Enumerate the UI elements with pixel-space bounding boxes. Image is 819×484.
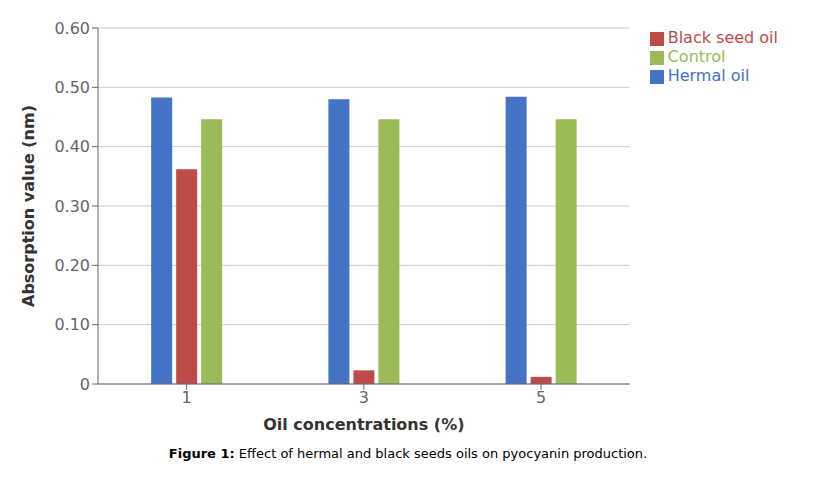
svg-text:3: 3 — [359, 388, 369, 407]
html-text:Hermal oil: Hermal oil — [667, 66, 750, 85]
svg-text:0: 0 — [80, 375, 90, 394]
svg-text:Absorption value (nm): Absorption value (nm) — [19, 105, 38, 307]
svg-text:Oil concentrations (%): Oil concentrations (%) — [263, 415, 464, 434]
svg-text:0.60: 0.60 — [54, 19, 90, 38]
html-text:Black seed oil: Black seed oil — [667, 28, 778, 47]
svg-text:0.40: 0.40 — [54, 137, 90, 156]
svg-text:5: 5 — [536, 388, 546, 407]
svg-text:1: 1 — [182, 388, 192, 407]
html-text:Figure 1: Effect of hermal and: Figure 1: Effect of hermal and black see… — [168, 446, 648, 461]
svg-text:0.10: 0.10 — [54, 315, 90, 334]
svg-text:0.20: 0.20 — [54, 256, 90, 275]
html-text:Control: Control — [667, 47, 726, 66]
svg-text:0.30: 0.30 — [54, 197, 90, 216]
svg-text:0.50: 0.50 — [54, 78, 90, 97]
